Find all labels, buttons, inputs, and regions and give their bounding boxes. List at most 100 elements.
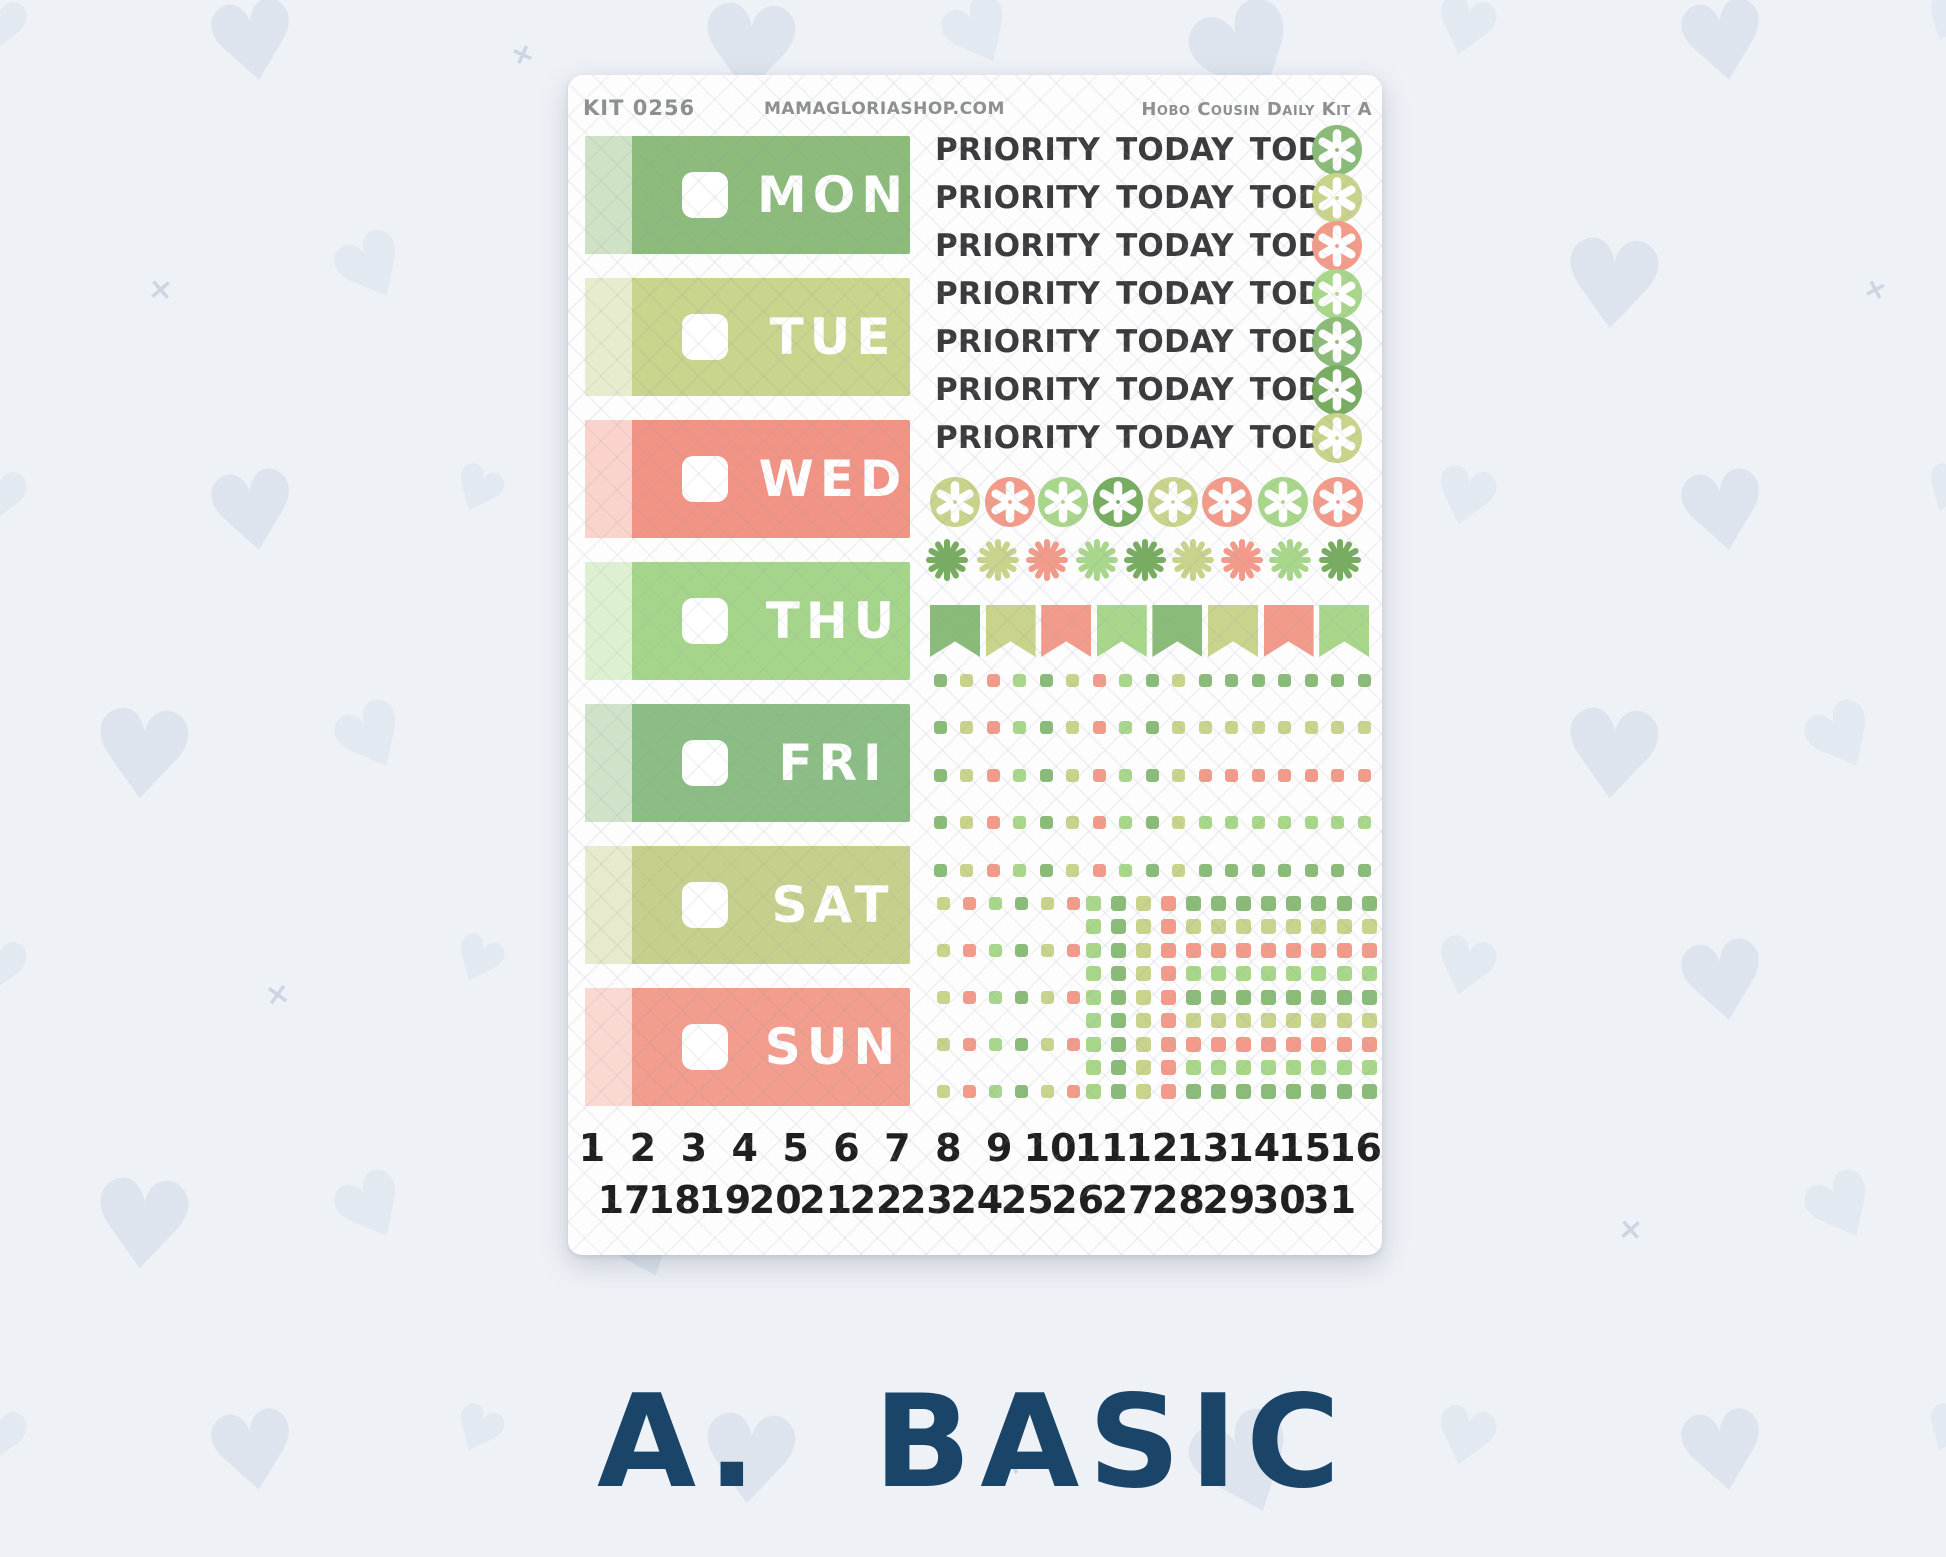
dot-sticker	[1110, 1036, 1126, 1052]
day-label: SAT	[771, 876, 895, 934]
dot-sticker	[960, 863, 973, 877]
starburst-icon	[1268, 538, 1312, 582]
dot-sticker	[1110, 989, 1126, 1005]
day-label: THU	[765, 592, 901, 650]
dot-sticker	[1039, 768, 1053, 782]
dot-sticker	[1261, 895, 1277, 911]
dot-sticker	[1311, 895, 1327, 911]
dot-sticker	[1236, 919, 1252, 934]
dot-sticker	[1198, 673, 1212, 687]
dot-sticker	[1110, 1083, 1126, 1099]
sticker-sheet: KIT 0256 MAMAGLORIASHOP.COM Hobo Cousin …	[568, 75, 1382, 1255]
dot-sticker	[1135, 1083, 1151, 1099]
dot-sticker	[1066, 768, 1079, 782]
dot-sticker	[988, 943, 1002, 957]
dot-sticker	[1357, 673, 1371, 687]
dot-sticker	[960, 816, 973, 829]
dot-sticker	[1304, 673, 1318, 687]
dot-sticker	[1211, 1013, 1226, 1028]
dot-sticker	[1311, 989, 1327, 1005]
dot-sticker	[1110, 919, 1126, 934]
dot-sticker	[1066, 896, 1080, 910]
dot-sticker	[1145, 816, 1159, 829]
sparkle-cross-icon: ×	[262, 975, 293, 1014]
dot-sticker	[1160, 919, 1176, 934]
dot-sticker	[1261, 1036, 1277, 1052]
dot-sticker	[933, 768, 947, 782]
dot-sticker	[1286, 942, 1302, 958]
dot-sticker	[1172, 816, 1185, 829]
dot-sticker	[1286, 989, 1302, 1005]
dot-sticker	[1185, 919, 1201, 934]
day-sticker-fri: FRI	[585, 704, 910, 822]
priority-today-todo-sticker: PRIORITY TODAY TODO	[935, 420, 1351, 456]
date-number-sticker: 12	[1125, 1126, 1179, 1170]
dot-sticker	[1185, 942, 1201, 958]
dot-sticker	[1361, 895, 1377, 911]
dot-sticker	[1211, 919, 1226, 934]
day-label: WED	[758, 450, 908, 508]
dot-sticker	[1278, 863, 1291, 877]
date-number-sticker: 22	[849, 1178, 903, 1222]
dot-sticker	[1261, 1060, 1277, 1075]
dot-sticker	[1361, 919, 1377, 934]
dot-sticker	[1013, 863, 1026, 877]
dot-sticker	[1361, 1083, 1377, 1099]
dot-sticker	[1236, 895, 1252, 911]
dot-sticker	[1311, 966, 1327, 981]
dot-sticker	[1014, 1084, 1028, 1098]
dot-sticker	[1336, 1036, 1352, 1052]
heart-icon: ♥	[1665, 914, 1781, 1053]
dot-sticker	[1331, 768, 1344, 782]
asterisk-circle-sticker	[1312, 317, 1362, 367]
dot-sticker	[1014, 990, 1028, 1004]
dot-sticker	[986, 816, 1000, 829]
date-number-sticker: 14	[1227, 1126, 1281, 1170]
dot-sticker	[1014, 943, 1028, 957]
dot-sticker	[1040, 896, 1054, 910]
starburst-icon	[1025, 538, 1069, 582]
dot-sticker	[1066, 863, 1079, 877]
dot-sticker	[1110, 966, 1126, 981]
dot-sticker	[1357, 816, 1371, 829]
dot-sticker	[1066, 721, 1079, 734]
heart-icon: ♥	[1553, 681, 1673, 831]
dot-sticker	[1357, 768, 1371, 782]
dot-sticker	[1013, 768, 1026, 782]
heart-icon: ♥	[0, 0, 40, 82]
dot-sticker	[1211, 1060, 1226, 1075]
dot-sticker	[1085, 895, 1101, 911]
sparkle-cross-icon: +	[1856, 268, 1895, 311]
dot-sticker	[1336, 1060, 1352, 1075]
date-number-sticker: 25	[1000, 1178, 1054, 1222]
starburst-icon	[925, 538, 969, 582]
dot-sticker	[1160, 895, 1176, 911]
dot-sticker	[1331, 816, 1344, 829]
checkbox-icon	[682, 598, 728, 644]
date-number-sticker: 23	[899, 1178, 953, 1222]
dot-sticker	[936, 990, 950, 1004]
dot-sticker	[1278, 768, 1291, 782]
dot-sticker	[1286, 1083, 1302, 1099]
asterisk-circle-sticker	[1312, 221, 1362, 271]
dot-sticker	[1331, 863, 1344, 877]
dot-sticker	[962, 1084, 976, 1098]
date-number-sticker: 5	[782, 1126, 809, 1170]
dot-sticker	[1336, 966, 1352, 981]
dot-sticker	[1211, 942, 1226, 958]
date-number-sticker: 2	[629, 1126, 657, 1170]
starburst-icon	[1171, 538, 1215, 582]
dot-sticker	[1066, 673, 1079, 687]
dot-sticker	[1236, 1083, 1252, 1099]
sparkle-cross-icon: ×	[146, 271, 175, 308]
dot-sticker	[1336, 895, 1352, 911]
dot-sticker	[1040, 1084, 1054, 1098]
dot-sticker	[1198, 768, 1212, 782]
dot-sticker	[960, 673, 973, 687]
dot-sticker	[1198, 863, 1212, 877]
dot-sticker	[1311, 942, 1327, 958]
dot-sticker	[1261, 919, 1277, 934]
date-number-sticker: 24	[950, 1178, 1004, 1222]
dot-sticker	[1185, 966, 1201, 981]
heart-icon: ♥	[1783, 1144, 1902, 1273]
